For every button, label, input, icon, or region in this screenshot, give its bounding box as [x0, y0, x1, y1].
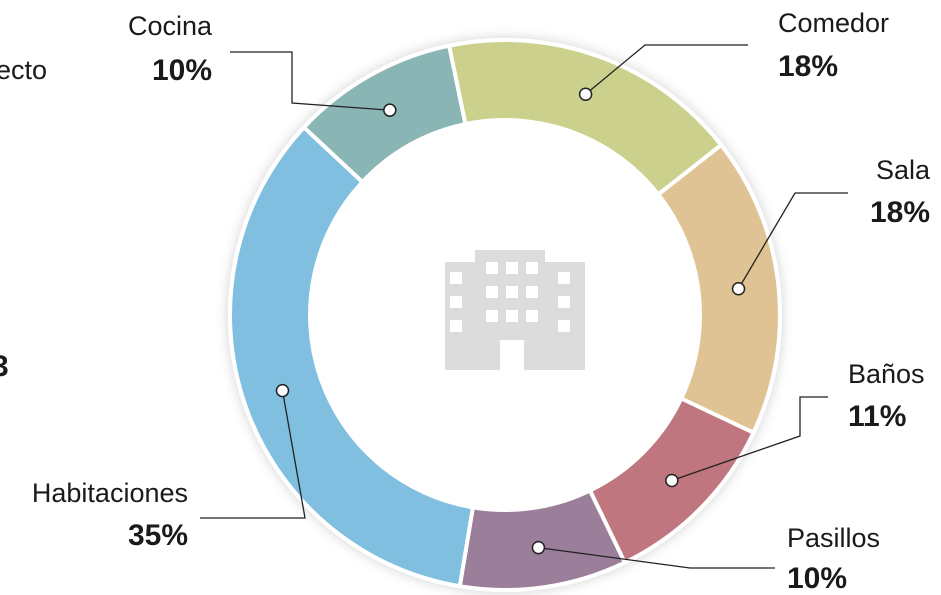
category-label: Baños [848, 359, 925, 389]
category-label: Comedor [778, 8, 889, 38]
category-label: Cocina [128, 11, 213, 41]
leader-dot [383, 103, 397, 117]
value-label: 10% [787, 562, 847, 595]
leader-line [671, 396, 828, 482]
cropped-text: ecto [0, 55, 47, 85]
leader-line [230, 51, 390, 111]
leader-line [585, 44, 748, 95]
leader-dot [665, 473, 679, 488]
leader-dot [275, 383, 290, 398]
leader-dot [531, 540, 546, 555]
leader-dot [731, 282, 746, 296]
value-label: 10% [152, 54, 212, 87]
value-label: 11% [848, 400, 906, 433]
leader-line [538, 546, 775, 569]
leader-dot [578, 87, 593, 102]
category-label: Pasillos [787, 523, 880, 553]
category-label: Sala [876, 155, 931, 185]
leader-line [200, 390, 306, 519]
value-label: 18% [870, 196, 930, 229]
value-label: 18% [778, 50, 838, 83]
building-windows [450, 262, 570, 370]
cropped-text: 3 [0, 350, 9, 383]
value-label: 35% [128, 519, 188, 552]
leader-line [737, 192, 848, 290]
category-label: Habitaciones [32, 478, 188, 508]
